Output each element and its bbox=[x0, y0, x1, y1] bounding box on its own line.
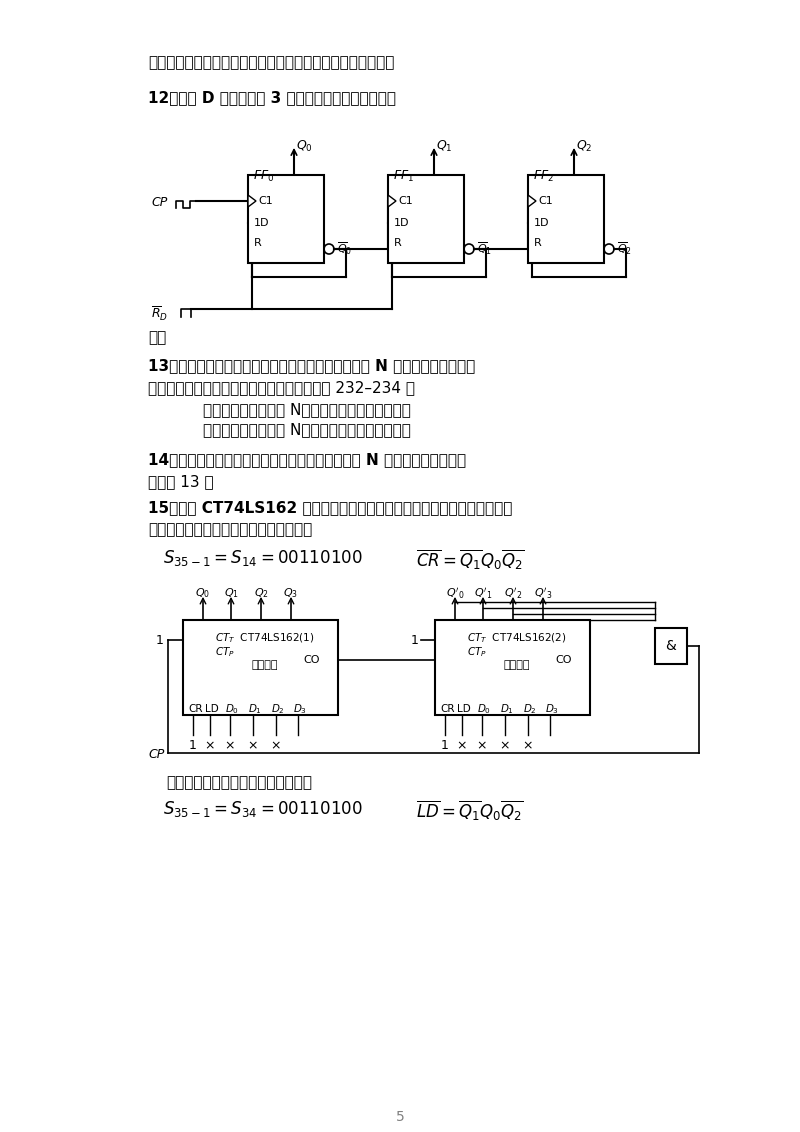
Bar bbox=[528, 175, 604, 263]
Text: $\overline{Q}_0$: $\overline{Q}_0$ bbox=[337, 241, 352, 257]
Text: $D_2$: $D_2$ bbox=[523, 702, 537, 715]
Text: C1: C1 bbox=[258, 196, 273, 206]
Text: $Q_0$: $Q_0$ bbox=[296, 139, 313, 154]
Text: 同步置数功能构成三十五进制计数器: 同步置数功能构成三十五进制计数器 bbox=[166, 775, 312, 790]
Text: C1: C1 bbox=[538, 196, 553, 206]
Text: $D_1$: $D_1$ bbox=[500, 702, 514, 715]
Text: &: & bbox=[666, 638, 676, 653]
Text: $D_3$: $D_3$ bbox=[545, 702, 559, 715]
Text: R: R bbox=[254, 238, 262, 248]
Polygon shape bbox=[248, 195, 256, 207]
Text: （十位）: （十位） bbox=[503, 660, 530, 670]
Text: LD: LD bbox=[205, 704, 218, 714]
Text: ×: × bbox=[457, 739, 467, 752]
Text: $CT_P$: $CT_P$ bbox=[215, 645, 235, 659]
Text: $Q_3$: $Q_3$ bbox=[283, 586, 298, 600]
Text: $Q'_3$: $Q'_3$ bbox=[534, 586, 552, 601]
Text: $FF_1$: $FF_1$ bbox=[393, 169, 414, 185]
Text: $\overline{LD}=\overline{Q_1}Q_0\overline{Q_2}$: $\overline{LD}=\overline{Q_1}Q_0\overlin… bbox=[416, 799, 523, 823]
Text: $Q'_1$: $Q'_1$ bbox=[474, 586, 492, 601]
Text: CR: CR bbox=[188, 704, 202, 714]
Text: 1D: 1D bbox=[254, 218, 270, 228]
Text: $\overline{Q}_1$: $\overline{Q}_1$ bbox=[477, 241, 492, 257]
Text: $CT_P$: $CT_P$ bbox=[467, 645, 487, 659]
Bar bbox=[183, 620, 338, 715]
Text: 1: 1 bbox=[156, 634, 164, 646]
Bar bbox=[248, 175, 324, 263]
Text: $FF_0$: $FF_0$ bbox=[253, 169, 274, 185]
Text: CO: CO bbox=[555, 655, 571, 664]
Text: 利用反馈置数法获得 N（任意正整数）进制计数器: 利用反馈置数法获得 N（任意正整数）进制计数器 bbox=[203, 422, 411, 437]
Text: 14．试述用异步清零控制端和异步置数控制端构成 N 进制计数器的方法。: 14．试述用异步清零控制端和异步置数控制端构成 N 进制计数器的方法。 bbox=[148, 452, 466, 468]
Text: ×: × bbox=[477, 739, 487, 752]
Text: $CT_T$  CT74LS162(2): $CT_T$ CT74LS162(2) bbox=[467, 632, 566, 645]
Text: C1: C1 bbox=[398, 196, 413, 206]
Text: R: R bbox=[394, 238, 402, 248]
Text: 12．试用 D 触发器构成 3 位异步二进制减法计数器。: 12．试用 D 触发器构成 3 位异步二进制减法计数器。 bbox=[148, 91, 396, 105]
Text: 1: 1 bbox=[411, 634, 419, 646]
Text: $D_0$: $D_0$ bbox=[477, 702, 491, 715]
Text: $CT_T$  CT74LS162(1): $CT_T$ CT74LS162(1) bbox=[215, 632, 314, 645]
Text: 答：详见杨志忠编《数字电子技术基础》教材 232–234 页: 答：详见杨志忠编《数字电子技术基础》教材 232–234 页 bbox=[148, 380, 415, 395]
Text: （个位）: （个位） bbox=[251, 660, 278, 670]
Text: $D_0$: $D_0$ bbox=[225, 702, 239, 715]
Text: $S_{35-1}=S_{34}=00110100$: $S_{35-1}=S_{34}=00110100$ bbox=[163, 799, 362, 818]
Text: $Q_1$: $Q_1$ bbox=[436, 139, 453, 154]
Text: ×: × bbox=[205, 739, 215, 752]
Bar bbox=[435, 620, 590, 715]
Text: 1: 1 bbox=[441, 739, 449, 752]
Text: $Q_2$: $Q_2$ bbox=[254, 586, 269, 600]
Text: CO: CO bbox=[303, 655, 319, 664]
Text: 1D: 1D bbox=[534, 218, 550, 228]
Text: $Q_2$: $Q_2$ bbox=[576, 139, 593, 154]
Text: $D_3$: $D_3$ bbox=[293, 702, 307, 715]
Text: 答：同步清零功能构成三十五进制计数器: 答：同步清零功能构成三十五进制计数器 bbox=[148, 522, 312, 537]
Polygon shape bbox=[388, 195, 396, 207]
Text: $\overline{Q}_2$: $\overline{Q}_2$ bbox=[617, 241, 632, 257]
Text: ×: × bbox=[225, 739, 235, 752]
Text: 13．试叙述用同步清零控制端和同步置数控制端构成 N 进制计数器的方法。: 13．试叙述用同步清零控制端和同步置数控制端构成 N 进制计数器的方法。 bbox=[148, 358, 475, 374]
Text: $D_2$: $D_2$ bbox=[271, 702, 285, 715]
Text: $Q'_0$: $Q'_0$ bbox=[446, 586, 464, 601]
Text: ×: × bbox=[248, 739, 258, 752]
Text: $D_1$: $D_1$ bbox=[248, 702, 262, 715]
Bar bbox=[655, 628, 687, 664]
Text: ×: × bbox=[522, 739, 534, 752]
Text: 特点是功能完善，使用灵活。能进行二进制数的加／减运算。: 特点是功能完善，使用灵活。能进行二进制数的加／减运算。 bbox=[148, 55, 394, 70]
Text: 答：同 13 题: 答：同 13 题 bbox=[148, 474, 214, 489]
Text: $Q_0$: $Q_0$ bbox=[195, 586, 210, 600]
Text: 1: 1 bbox=[189, 739, 197, 752]
Text: CR: CR bbox=[440, 704, 454, 714]
Text: LD: LD bbox=[457, 704, 470, 714]
Text: ×: × bbox=[270, 739, 282, 752]
Text: $Q_1$: $Q_1$ bbox=[223, 586, 238, 600]
Text: 1D: 1D bbox=[394, 218, 410, 228]
Text: 利用反馈归零法获得 N（任意正整数）进制计数器: 利用反馈归零法获得 N（任意正整数）进制计数器 bbox=[203, 402, 411, 417]
Bar bbox=[388, 175, 464, 263]
Text: $Q'_2$: $Q'_2$ bbox=[504, 586, 522, 601]
Text: 5: 5 bbox=[396, 1110, 404, 1124]
Text: 答：: 答： bbox=[148, 331, 166, 345]
Text: $\overline{R}_D$: $\overline{R}_D$ bbox=[151, 305, 168, 324]
Polygon shape bbox=[528, 195, 536, 207]
Text: $S_{35-1}=S_{14}=00110100$: $S_{35-1}=S_{14}=00110100$ bbox=[163, 548, 362, 568]
Text: R: R bbox=[534, 238, 542, 248]
Text: $FF_2$: $FF_2$ bbox=[533, 169, 554, 185]
Text: ×: × bbox=[500, 739, 510, 752]
Text: $\overline{CR}=\overline{Q_1}Q_0\overline{Q_2}$: $\overline{CR}=\overline{Q_1}Q_0\overlin… bbox=[416, 548, 525, 572]
Text: 15．试用 CT74LS162 的同步清零和同步置数功能构成三十五进制计数器。: 15．试用 CT74LS162 的同步清零和同步置数功能构成三十五进制计数器。 bbox=[148, 500, 512, 515]
Text: CP: CP bbox=[151, 196, 167, 209]
Text: CP: CP bbox=[148, 748, 164, 761]
